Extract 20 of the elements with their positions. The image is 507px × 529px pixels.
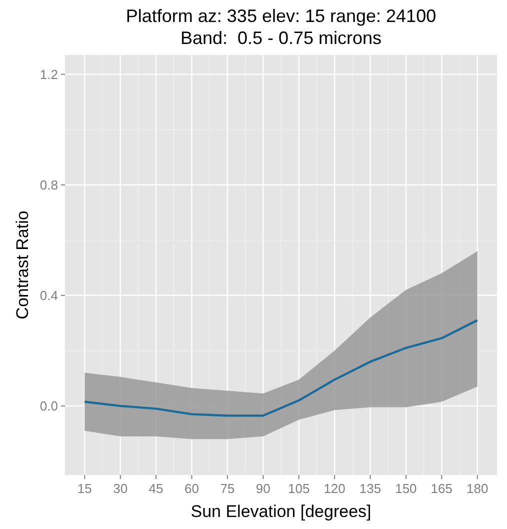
x-tick-label: 45 xyxy=(148,481,164,496)
x-tick-label: 105 xyxy=(288,481,310,496)
x-tick-label: 30 xyxy=(113,481,128,496)
x-tick-label: 60 xyxy=(184,481,199,496)
y-tick-label: 0.4 xyxy=(40,288,58,303)
x-tick-label: 135 xyxy=(359,481,382,496)
x-tick-label: 120 xyxy=(324,481,346,496)
x-tick-label: 165 xyxy=(430,481,453,496)
y-tick-label: 1.2 xyxy=(40,66,58,82)
x-tick-label: 90 xyxy=(256,481,270,496)
y-tick-label: 0.8 xyxy=(40,177,58,192)
x-tick-label: 15 xyxy=(77,481,92,496)
y-axis-title: Contrast Ratio xyxy=(13,210,32,320)
x-axis-title: Sun Elevation [degrees] xyxy=(190,502,372,521)
x-tick-label: 180 xyxy=(466,481,488,496)
x-tick-label: 150 xyxy=(395,481,417,496)
chart-title: Platform az: 335 elev: 15 range: 24100 Band: 0.5 - 0.75 microns xyxy=(126,6,436,48)
line-series xyxy=(84,319,478,417)
x-tick-label: 75 xyxy=(220,481,235,496)
y-tick-label: 0.0 xyxy=(40,398,58,414)
